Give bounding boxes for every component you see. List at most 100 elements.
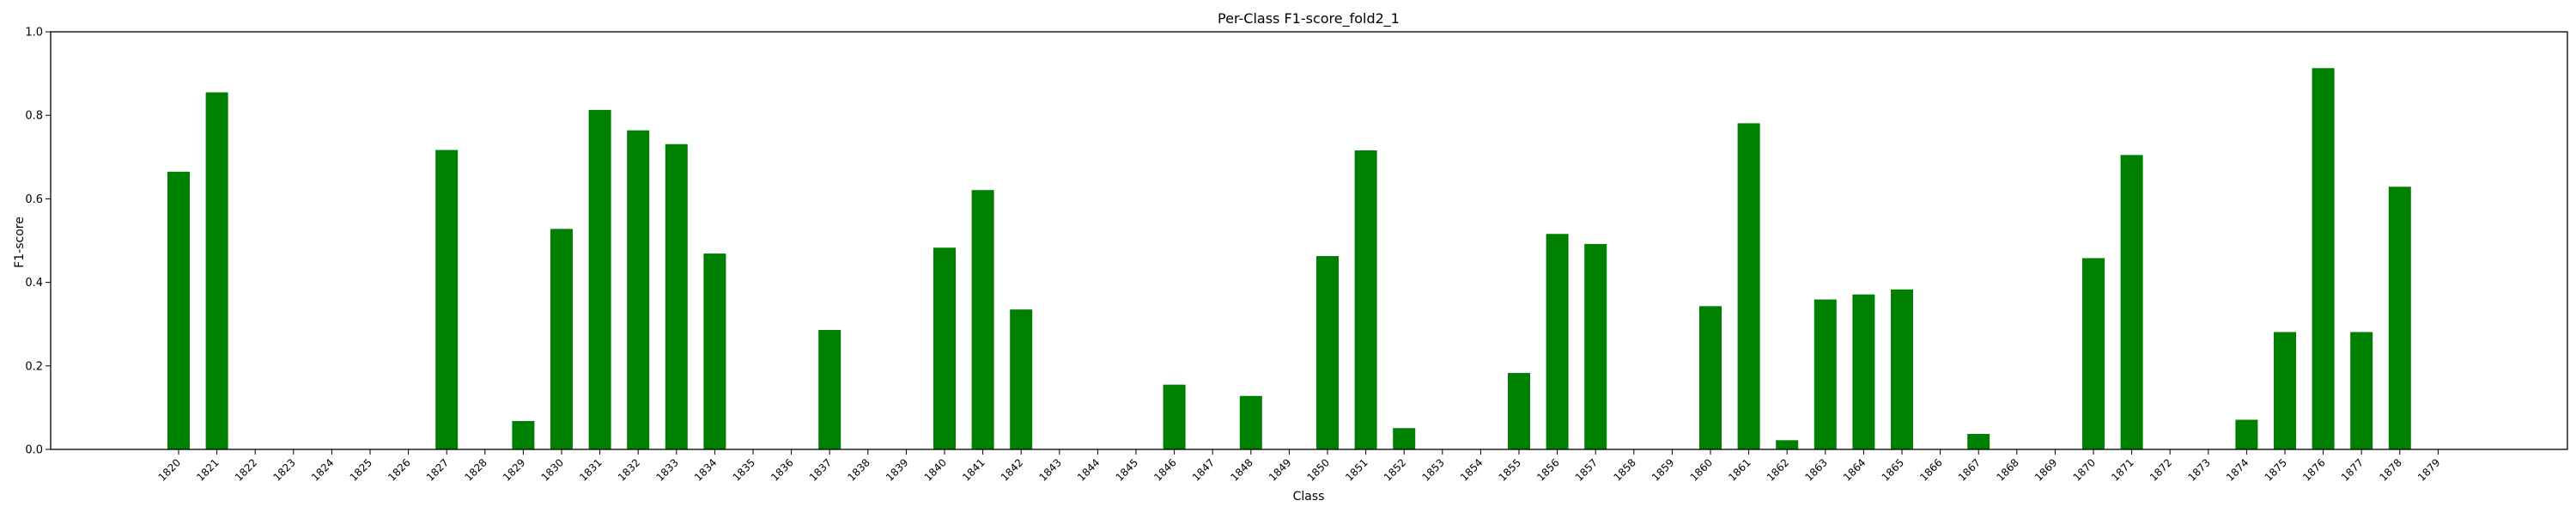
x-tick-label: 1845 xyxy=(1114,456,1140,483)
bar-1842 xyxy=(1010,309,1033,449)
x-ticks-group: 1820 1821 1822 1823 1824 1825 1826 1827 1828 1829… xyxy=(156,449,2443,484)
x-tick-label: 1831 xyxy=(577,456,604,483)
chart-title: Per-Class F1-score_fold2_1 xyxy=(1218,10,1400,27)
x-tick-label: 1843 xyxy=(1036,456,1063,483)
bar-1876 xyxy=(2312,68,2335,449)
y-tick-label: 0.0 xyxy=(25,444,43,457)
bar-1862 xyxy=(1776,440,1799,449)
x-tick-label: 1839 xyxy=(884,456,910,483)
x-tick-label: 1829 xyxy=(501,456,527,483)
x-tick-label: 1820 xyxy=(156,456,183,483)
x-axis-label: Class xyxy=(1293,490,1325,504)
bar-1850 xyxy=(1316,255,1339,449)
x-tick-label: 1866 xyxy=(1917,456,1944,483)
bar-1878 xyxy=(2388,186,2411,449)
x-tick-label: 1868 xyxy=(1994,456,2020,483)
bar-1851 xyxy=(1354,150,1377,449)
x-tick-label: 1871 xyxy=(2109,456,2136,483)
x-tick-label: 1822 xyxy=(233,456,259,483)
x-tick-label: 1851 xyxy=(1343,456,1370,483)
x-tick-label: 1848 xyxy=(1228,456,1255,483)
y-ticks-group: 0.0 0.2 0.4 0.6 0.8 1.0 xyxy=(25,27,51,457)
x-tick-label: 1867 xyxy=(1956,456,1983,483)
bar-1860 xyxy=(1699,306,1722,449)
bar-1840 xyxy=(933,247,956,449)
x-tick-label: 1865 xyxy=(1880,456,1906,483)
y-axis-label: F1-score xyxy=(13,217,27,268)
bar-1864 xyxy=(1852,294,1875,449)
x-tick-label: 1858 xyxy=(1611,456,1637,483)
bar-1867 xyxy=(1967,434,1990,449)
x-tick-label: 1859 xyxy=(1649,456,1676,483)
x-tick-label: 1857 xyxy=(1573,456,1600,483)
x-tick-label: 1878 xyxy=(2377,456,2403,483)
x-tick-label: 1827 xyxy=(424,456,451,483)
bar-1861 xyxy=(1737,123,1760,449)
x-tick-label: 1877 xyxy=(2339,456,2366,483)
bar-1852 xyxy=(1393,428,1416,449)
bar-1857 xyxy=(1584,243,1607,449)
x-tick-label: 1821 xyxy=(194,456,221,483)
x-tick-label: 1826 xyxy=(386,456,412,483)
bar-1856 xyxy=(1546,234,1569,449)
bar-1877 xyxy=(2350,332,2373,449)
x-tick-label: 1847 xyxy=(1190,456,1217,483)
bar-1863 xyxy=(1814,299,1837,449)
x-tick-label: 1846 xyxy=(1151,456,1178,483)
bar-1846 xyxy=(1163,384,1186,449)
x-tick-label: 1823 xyxy=(270,456,297,483)
x-tick-label: 1832 xyxy=(616,456,642,483)
x-tick-label: 1874 xyxy=(2224,456,2251,483)
x-tick-label: 1844 xyxy=(1075,456,1102,483)
x-tick-label: 1850 xyxy=(1305,456,1332,483)
x-tick-label: 1854 xyxy=(1458,456,1485,483)
x-tick-label: 1830 xyxy=(539,456,566,483)
bar-1827 xyxy=(435,150,459,450)
x-tick-label: 1875 xyxy=(2263,456,2289,483)
x-tick-label: 1872 xyxy=(2148,456,2174,483)
bar-1830 xyxy=(550,229,573,449)
y-tick-label: 1.0 xyxy=(25,27,43,40)
x-tick-label: 1876 xyxy=(2300,456,2327,483)
x-tick-label: 1853 xyxy=(1419,456,1446,483)
x-tick-label: 1838 xyxy=(845,456,872,483)
bar-1829 xyxy=(512,420,535,449)
x-tick-label: 1842 xyxy=(999,456,1025,483)
x-tick-label: 1849 xyxy=(1267,456,1293,483)
x-tick-label: 1869 xyxy=(2032,456,2059,483)
x-tick-label: 1873 xyxy=(2185,456,2212,483)
bar-1855 xyxy=(1508,373,1530,449)
bar-1834 xyxy=(703,253,726,449)
x-tick-label: 1837 xyxy=(807,456,834,483)
x-tick-label: 1855 xyxy=(1497,456,1523,483)
x-tick-label: 1828 xyxy=(462,456,489,483)
x-tick-label: 1834 xyxy=(692,456,719,483)
x-tick-label: 1836 xyxy=(769,456,795,483)
x-tick-label: 1860 xyxy=(1688,456,1715,483)
x-tick-label: 1870 xyxy=(2071,456,2098,483)
bar-1875 xyxy=(2274,332,2296,449)
x-tick-label: 1863 xyxy=(1802,456,1829,483)
bar-1848 xyxy=(1239,395,1262,449)
x-tick-label: 1862 xyxy=(1765,456,1791,483)
x-tick-label: 1852 xyxy=(1382,456,1408,483)
x-tick-label: 1840 xyxy=(922,456,949,483)
bar-1874 xyxy=(2235,419,2258,449)
bar-1870 xyxy=(2082,258,2105,449)
x-tick-label: 1856 xyxy=(1534,456,1561,483)
bar-1837 xyxy=(818,330,841,449)
bar-1833 xyxy=(665,143,688,450)
x-tick-label: 1825 xyxy=(348,456,374,483)
bar-1821 xyxy=(205,92,228,449)
plot-frame xyxy=(50,31,2568,450)
x-tick-label: 1861 xyxy=(1726,456,1753,483)
bar-1871 xyxy=(2120,155,2143,449)
x-tick-label: 1835 xyxy=(731,456,757,483)
y-tick-label: 0.8 xyxy=(25,110,43,123)
bar-1832 xyxy=(627,130,650,449)
x-tick-label: 1841 xyxy=(960,456,987,483)
y-tick-label: 0.4 xyxy=(25,277,43,290)
y-tick-label: 0.2 xyxy=(25,360,43,373)
